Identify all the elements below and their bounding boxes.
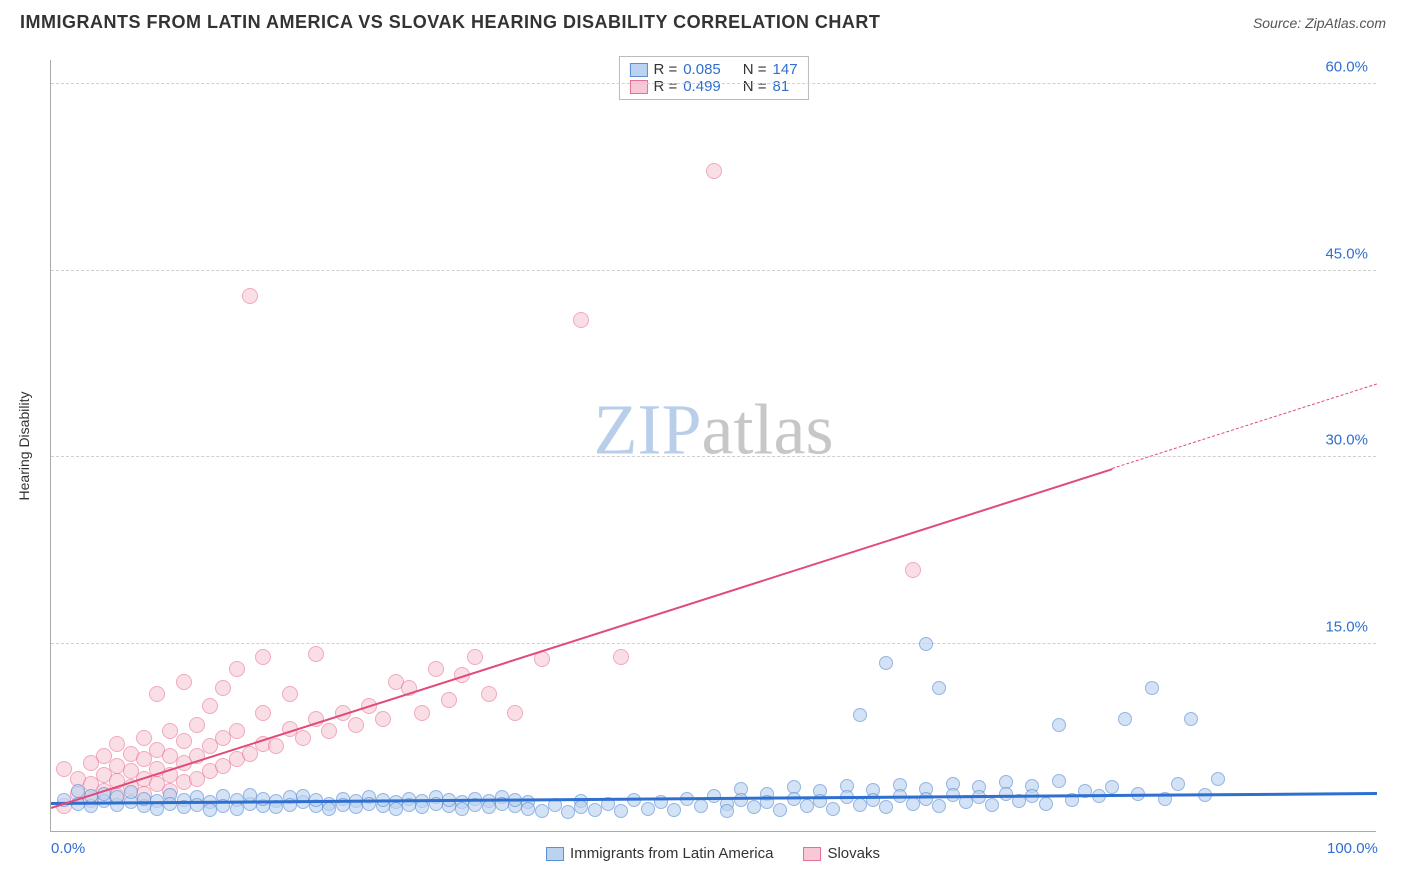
scatter-point	[282, 686, 298, 702]
scatter-point	[255, 705, 271, 721]
scatter-point	[521, 802, 535, 816]
scatter-point	[800, 799, 814, 813]
scatter-point	[375, 711, 391, 727]
scatter-point	[561, 805, 575, 819]
scatter-point	[322, 802, 336, 816]
scatter-point	[482, 800, 496, 814]
scatter-point	[415, 800, 429, 814]
correlation-row: R =0.085N =147	[629, 61, 797, 78]
scatter-point	[229, 723, 245, 739]
source-credit: Source: ZipAtlas.com	[1253, 15, 1386, 31]
scatter-point	[999, 787, 1013, 801]
scatter-point	[136, 730, 152, 746]
scatter-point	[720, 804, 734, 818]
scatter-point	[268, 738, 284, 754]
chart-container: Hearing Disability ZIPatlas R =0.085N =1…	[50, 60, 1376, 832]
scatter-point	[694, 799, 708, 813]
scatter-point	[215, 680, 231, 696]
scatter-point	[919, 637, 933, 651]
x-tick-label: 100.0%	[1327, 840, 1378, 857]
scatter-point	[667, 803, 681, 817]
legend-item: Slovaks	[803, 845, 880, 862]
scatter-point	[295, 730, 311, 746]
scatter-point	[641, 802, 655, 816]
scatter-point	[1171, 777, 1185, 791]
scatter-point	[203, 803, 217, 817]
scatter-point	[308, 646, 324, 662]
scatter-point	[573, 312, 589, 328]
chart-title: IMMIGRANTS FROM LATIN AMERICA VS SLOVAK …	[20, 12, 880, 33]
scatter-point	[414, 705, 430, 721]
scatter-point	[455, 802, 469, 816]
plot-area: ZIPatlas R =0.085N =147R =0.499N = 81 15…	[50, 60, 1376, 832]
scatter-point	[230, 802, 244, 816]
scatter-point	[321, 723, 337, 739]
scatter-point	[428, 661, 444, 677]
scatter-point	[906, 797, 920, 811]
scatter-point	[1145, 681, 1159, 695]
scatter-point	[932, 681, 946, 695]
scatter-point	[932, 799, 946, 813]
scatter-point	[1052, 718, 1066, 732]
series-legend: Immigrants from Latin America Slovaks	[546, 845, 880, 862]
scatter-point	[149, 686, 165, 702]
scatter-point	[905, 562, 921, 578]
scatter-point	[441, 692, 457, 708]
trend-line	[51, 468, 1112, 809]
scatter-point	[826, 802, 840, 816]
scatter-point	[879, 800, 893, 814]
scatter-point	[124, 785, 138, 799]
scatter-point	[535, 804, 549, 818]
scatter-point	[481, 686, 497, 702]
scatter-point	[747, 800, 761, 814]
scatter-point	[1211, 772, 1225, 786]
scatter-point	[985, 798, 999, 812]
legend-item: Immigrants from Latin America	[546, 845, 773, 862]
scatter-point	[1184, 712, 1198, 726]
scatter-point	[706, 163, 722, 179]
scatter-point	[1105, 780, 1119, 794]
scatter-point	[613, 649, 629, 665]
watermark: ZIPatlas	[594, 389, 834, 472]
scatter-point	[574, 800, 588, 814]
scatter-point	[1039, 797, 1053, 811]
scatter-point	[734, 793, 748, 807]
scatter-point	[853, 708, 867, 722]
scatter-point	[389, 802, 403, 816]
y-tick-label: 15.0%	[1325, 619, 1368, 636]
y-tick-label: 30.0%	[1325, 432, 1368, 449]
scatter-point	[242, 288, 258, 304]
correlation-row: R =0.499N = 81	[629, 78, 797, 95]
scatter-point	[348, 717, 364, 733]
correlation-legend: R =0.085N =147R =0.499N = 81	[618, 56, 808, 100]
y-axis-label: Hearing Disability	[16, 392, 32, 501]
scatter-point	[176, 733, 192, 749]
x-tick-label: 0.0%	[51, 840, 85, 857]
scatter-point	[202, 698, 218, 714]
scatter-point	[507, 705, 523, 721]
scatter-point	[588, 803, 602, 817]
scatter-point	[255, 649, 271, 665]
scatter-point	[1118, 712, 1132, 726]
scatter-point	[256, 792, 270, 806]
scatter-point	[614, 804, 628, 818]
scatter-point	[1052, 774, 1066, 788]
scatter-point	[189, 717, 205, 733]
y-tick-label: 60.0%	[1325, 58, 1368, 75]
scatter-point	[919, 792, 933, 806]
scatter-point	[879, 656, 893, 670]
scatter-point	[853, 798, 867, 812]
scatter-point	[467, 649, 483, 665]
scatter-point	[773, 803, 787, 817]
scatter-point	[229, 661, 245, 677]
y-tick-label: 45.0%	[1325, 245, 1368, 262]
scatter-point	[176, 674, 192, 690]
